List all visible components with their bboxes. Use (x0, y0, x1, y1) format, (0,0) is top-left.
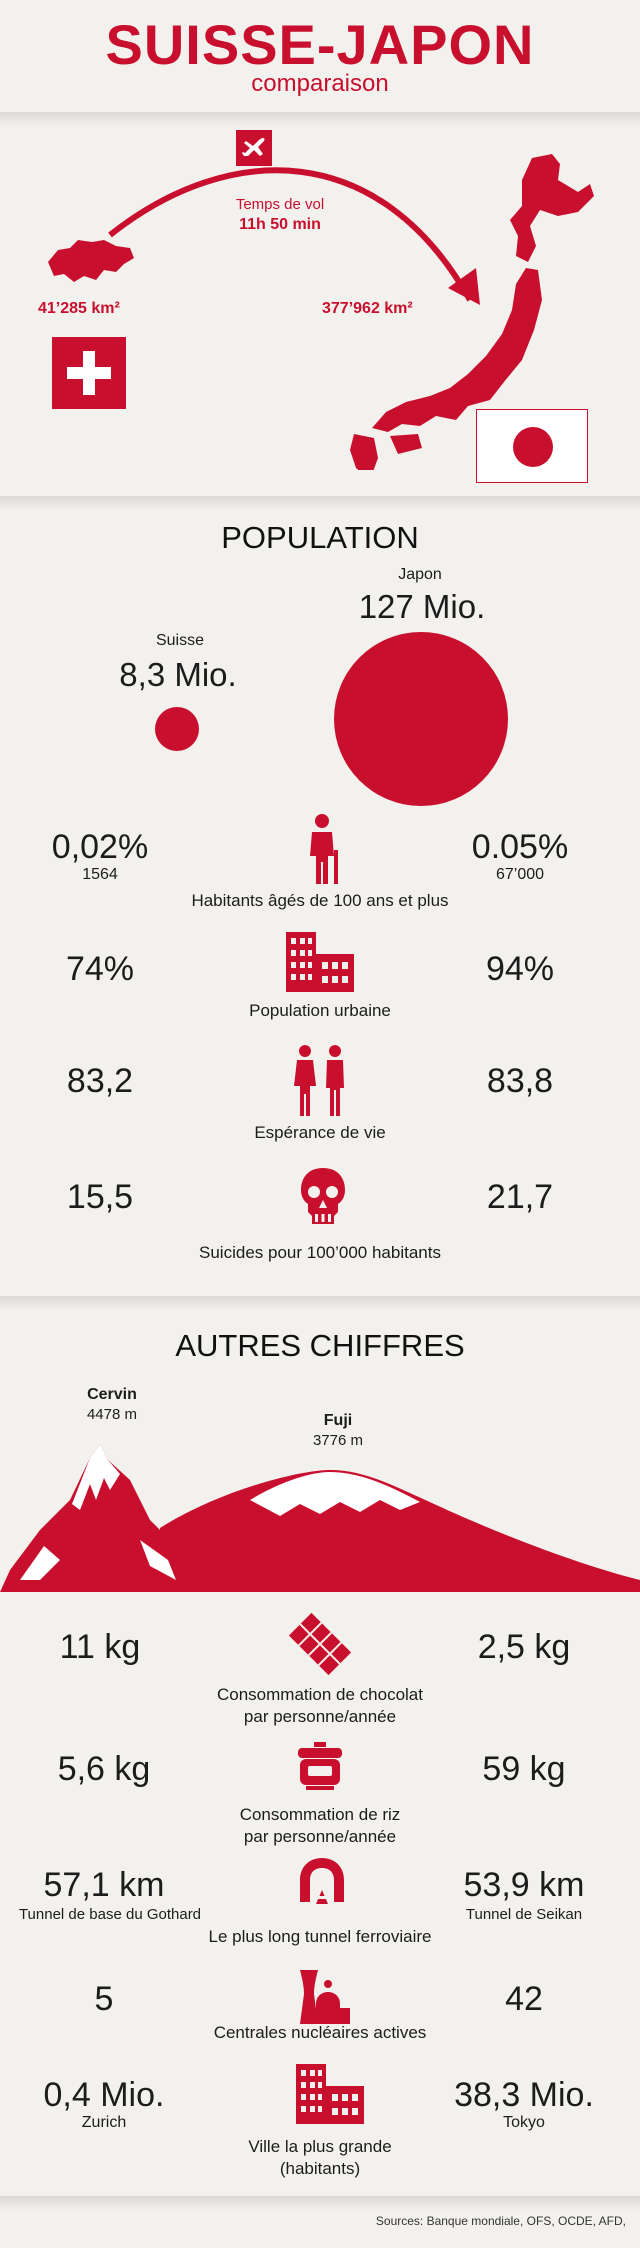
elderly-person-icon (310, 814, 338, 884)
flight-duration: 11h 50 min (239, 216, 321, 233)
row-caption: Habitants âgés de 100 ans et plus (191, 891, 449, 910)
row-caption: Ville la plus grande (248, 2137, 392, 2156)
row-value-left: 5,6 kg (57, 1750, 151, 1788)
suisse-population-circle (155, 707, 199, 751)
row-subvalue-right: 67’000 (495, 866, 545, 883)
divider (0, 112, 640, 126)
row-value-left: 0,02% (51, 828, 149, 866)
population-heading: POPULATION (221, 520, 419, 555)
japon-population-circle (334, 632, 508, 806)
mountains-illustration (0, 1444, 640, 1592)
fuji-label: Fuji (323, 1412, 353, 1429)
suisse-label: Suisse (155, 632, 205, 649)
area-japon: 377’962 km² (322, 300, 413, 317)
row-subvalue-left: Tunnel de base du Gothard (18, 1906, 202, 1923)
row-value-right: 0.05% (471, 828, 569, 866)
row-value-left: 83,2 (66, 1062, 134, 1100)
skull-icon (301, 1168, 345, 1224)
swiss-flag-icon (52, 337, 126, 409)
cervin-label: Cervin (87, 1386, 137, 1403)
city-buildings-icon (286, 932, 354, 992)
switzerland-map (48, 240, 134, 282)
row-subvalue-right: Tokyo (503, 2114, 545, 2131)
divider (0, 2196, 640, 2210)
cervin-height: 4478 m (86, 1406, 138, 1423)
row-value-right: 83,8 (486, 1062, 554, 1100)
row-caption: Population urbaine (249, 1001, 391, 1020)
row-value-left: 15,5 (66, 1178, 134, 1216)
row-value-left: 57,1 km (43, 1866, 165, 1904)
row-caption: Consommation de chocolat (216, 1685, 423, 1704)
row-caption: Espérance de vie (254, 1123, 386, 1142)
row-subvalue-right: Tunnel de Seikan (465, 1906, 583, 1923)
row-subvalue-left: Zurich (81, 2114, 127, 2131)
row-caption-line2: par personne/année (243, 1707, 397, 1726)
japon-population: 127 Mio. (358, 588, 486, 625)
japon-label: Japon (398, 566, 442, 583)
suisse-population: 8,3 Mio. (119, 656, 237, 693)
flight-arc (108, 167, 480, 305)
sources-note: Sources: Banque mondiale, OFS, OCDE, AFD… (375, 2214, 626, 2228)
rice-cooker-icon (298, 1742, 342, 1790)
row-value-right: 53,9 km (463, 1866, 585, 1904)
row-caption-line2: par personne/année (243, 1827, 397, 1846)
couple-icon (294, 1045, 344, 1116)
flight-label: Temps de vol (235, 196, 325, 213)
city-buildings-icon (296, 2064, 364, 2124)
row-value-right: 21,7 (486, 1178, 554, 1216)
others-heading: AUTRES CHIFFRES (175, 1328, 465, 1363)
row-value-right: 94% (485, 950, 555, 988)
row-caption: Centrales nucléaires actives (213, 2023, 427, 2042)
row-value-right: 38,3 Mio. (454, 2076, 594, 2114)
row-caption: Consommation de riz (239, 1805, 401, 1824)
divider (0, 1296, 640, 1310)
row-value-left: 11 kg (59, 1628, 141, 1666)
airplane-icon (236, 130, 272, 166)
row-subvalue-left: 1564 (82, 866, 118, 883)
tunnel-icon (300, 1858, 344, 1904)
page-subtitle: comparaison (251, 70, 389, 97)
chocolate-bar-icon (288, 1612, 352, 1676)
japan-map (350, 154, 594, 470)
area-suisse: 41’285 km² (38, 300, 120, 317)
row-value-right: 42 (505, 1980, 543, 2018)
row-value-right: 2,5 kg (477, 1628, 571, 1666)
row-caption: Suicides pour 100’000 habitants (199, 1243, 441, 1262)
fuji-height: 3776 m (312, 1432, 364, 1449)
row-value-left: 0,4 Mio. (43, 2076, 165, 2114)
page-title: SUISSE-JAPON (105, 13, 535, 76)
row-caption-line2: (habitants) (279, 2159, 361, 2178)
row-value-left: 74% (65, 950, 135, 988)
divider (0, 496, 640, 510)
row-value-right: 59 kg (482, 1750, 566, 1788)
nuclear-plant-icon (300, 1970, 350, 2024)
row-value-left: 5 (94, 1980, 114, 2018)
japan-flag-icon (476, 409, 588, 483)
row-caption: Le plus long tunnel ferroviaire (208, 1927, 432, 1946)
